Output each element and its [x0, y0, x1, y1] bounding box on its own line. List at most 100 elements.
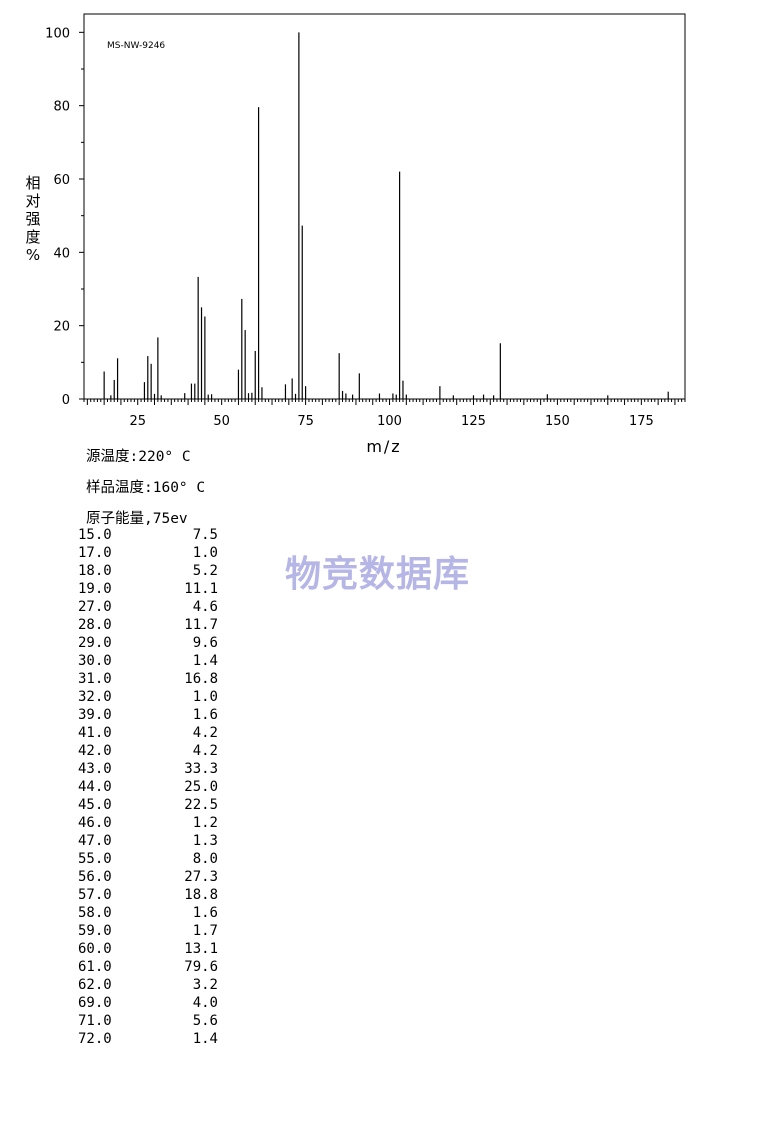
- peak-abundance: 1.6: [192, 707, 218, 723]
- peak-abundance: 11.7: [184, 617, 218, 633]
- peak-mz: 55.0: [78, 851, 112, 867]
- peak-mz: 15.0: [78, 527, 112, 543]
- peak-table: 15.0 7.5 17.0 1.0 18.0 5.2 19.0 11.1 27.0 4.6 28.0…: [78, 526, 218, 1048]
- peak-abundance: 27.3: [184, 869, 218, 885]
- peak-row: 31.0 16.8: [78, 670, 218, 688]
- peak-abundance: 4.2: [192, 725, 218, 741]
- peak-mz: 19.0: [78, 581, 112, 597]
- peak-row: 46.0 1.2: [78, 814, 218, 832]
- peak-row: 30.0 1.4: [78, 652, 218, 670]
- peak-mz: 43.0: [78, 761, 112, 777]
- peak-mz: 72.0: [78, 1031, 112, 1047]
- y-tick-labels: 0 20 40 60 80 100: [45, 26, 70, 408]
- peak-mz: 31.0: [78, 671, 112, 687]
- peak-mz: 60.0: [78, 941, 112, 957]
- x-axis-label: m/z: [366, 437, 401, 456]
- peak-row: 62.0 3.2: [78, 976, 218, 994]
- axis-ticks: [79, 31, 686, 405]
- peak-mz: 61.0: [78, 959, 112, 975]
- peak-mz: 41.0: [78, 725, 112, 741]
- peak-abundance: 7.5: [192, 527, 218, 543]
- peak-row: 28.0 11.7: [78, 616, 218, 634]
- peak-abundance: 1.4: [192, 1031, 218, 1047]
- peak-row: 32.0 1.0: [78, 688, 218, 706]
- peak-abundance: 3.2: [192, 977, 218, 993]
- peak-row: 71.0 5.6: [78, 1012, 218, 1030]
- peak-mz: 30.0: [78, 653, 112, 669]
- peak-abundance: 4.2: [192, 743, 218, 759]
- peak-row: 17.0 1.0: [78, 544, 218, 562]
- peak-abundance: 11.1: [184, 581, 218, 597]
- sample-temperature: 样品温度:160° C: [86, 480, 206, 496]
- peak-row: 44.0 25.0: [78, 778, 218, 796]
- x-tick-label: 125: [461, 414, 486, 429]
- peak-mz: 46.0: [78, 815, 112, 831]
- peak-abundance: 1.4: [192, 653, 218, 669]
- peak-row: 19.0 11.1: [78, 580, 218, 598]
- x-tick-label: 25: [129, 414, 146, 429]
- peak-mz: 39.0: [78, 707, 112, 723]
- peak-abundance: 9.6: [192, 635, 218, 651]
- peak-abundance: 5.2: [192, 563, 218, 579]
- peak-abundance: 4.0: [192, 995, 218, 1011]
- peak-abundance: 1.3: [192, 833, 218, 849]
- plot-frame: [83, 13, 686, 400]
- peak-abundance: 13.1: [184, 941, 218, 957]
- peak-abundance: 1.6: [192, 905, 218, 921]
- source-temperature: 源温度:220° C: [86, 449, 191, 465]
- peak-abundance: 33.3: [184, 761, 218, 777]
- peak-row: 18.0 5.2: [78, 562, 218, 580]
- peak-mz: 32.0: [78, 689, 112, 705]
- peak-abundance: 16.8: [184, 671, 218, 687]
- peak-row: 42.0 4.2: [78, 742, 218, 760]
- peak-row: 15.0 7.5: [78, 526, 218, 544]
- peak-row: 69.0 4.0: [78, 994, 218, 1012]
- peak-mz: 27.0: [78, 599, 112, 615]
- spectrum-id-annotation: MS-NW-9246: [107, 41, 165, 51]
- peak-row: 60.0 13.1: [78, 940, 218, 958]
- x-tick-label: 75: [297, 414, 314, 429]
- peak-mz: 29.0: [78, 635, 112, 651]
- peak-abundance: 79.6: [184, 959, 218, 975]
- peak-abundance: 18.8: [184, 887, 218, 903]
- y-axis-label: 相对强度%: [25, 174, 40, 264]
- peak-row: 57.0 18.8: [78, 886, 218, 904]
- peak-mz: 45.0: [78, 797, 112, 813]
- peak-row: 27.0 4.6: [78, 598, 218, 616]
- x-tick-labels: 25 50 75 100 125 150 175: [129, 414, 653, 429]
- y-tick-label: 0: [62, 393, 70, 408]
- peak-mz: 69.0: [78, 995, 112, 1011]
- peak-row: 45.0 22.5: [78, 796, 218, 814]
- peak-mz: 18.0: [78, 563, 112, 579]
- peak-mz: 71.0: [78, 1013, 112, 1029]
- y-tick-label: 60: [53, 173, 70, 188]
- peak-row: 58.0 1.6: [78, 904, 218, 922]
- peak-mz: 44.0: [78, 779, 112, 795]
- electron-energy: 原子能量,75ev: [86, 511, 188, 527]
- peak-mz: 47.0: [78, 833, 112, 849]
- peak-abundance: 25.0: [184, 779, 218, 795]
- peak-row: 47.0 1.3: [78, 832, 218, 850]
- peak-row: 72.0 1.4: [78, 1030, 218, 1048]
- peak-mz: 59.0: [78, 923, 112, 939]
- x-tick-label: 150: [545, 414, 570, 429]
- peak-row: 61.0 79.6: [78, 958, 218, 976]
- y-tick-label: 80: [53, 100, 70, 115]
- x-tick-label: 100: [377, 414, 402, 429]
- watermark: 物竞数据库: [285, 554, 471, 595]
- peak-mz: 58.0: [78, 905, 112, 921]
- peak-abundance: 8.0: [192, 851, 218, 867]
- peak-abundance: 1.0: [192, 689, 218, 705]
- peak-row: 55.0 8.0: [78, 850, 218, 868]
- peak-row: 43.0 33.3: [78, 760, 218, 778]
- x-tick-label: 50: [213, 414, 230, 429]
- y-tick-label: 20: [53, 320, 70, 335]
- peak-abundance: 4.6: [192, 599, 218, 615]
- peak-abundance: 1.0: [192, 545, 218, 561]
- x-tick-label: 175: [629, 414, 654, 429]
- mass-spectrum-chart: 0 20 40 60 80 100 25 50 75 100 125 150 175 MS-NW-92…: [25, 13, 686, 456]
- peak-row: 41.0 4.2: [78, 724, 218, 742]
- peak-mz: 42.0: [78, 743, 112, 759]
- peak-abundance: 1.2: [192, 815, 218, 831]
- peak-row: 56.0 27.3: [78, 868, 218, 886]
